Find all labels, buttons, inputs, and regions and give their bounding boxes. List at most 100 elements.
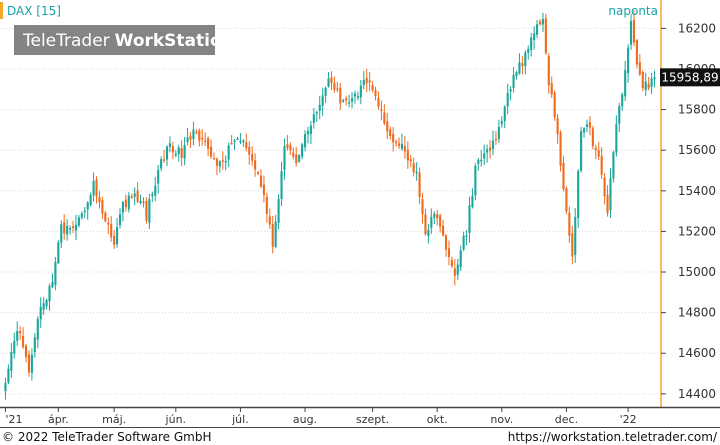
candle-body bbox=[306, 131, 310, 135]
candle-body bbox=[286, 144, 289, 148]
candle-body bbox=[259, 175, 263, 187]
candle-body bbox=[163, 159, 166, 161]
candle-body bbox=[353, 93, 357, 97]
candle-body bbox=[157, 169, 160, 184]
candle-body bbox=[638, 62, 641, 75]
candle-body bbox=[98, 196, 101, 203]
candle-body bbox=[433, 213, 436, 218]
title-accent-bar bbox=[0, 2, 3, 19]
candle-body bbox=[615, 124, 618, 153]
x-tick-label: '22 bbox=[620, 413, 637, 426]
candle-body bbox=[600, 156, 603, 175]
candle-body bbox=[86, 202, 89, 210]
candle-body bbox=[251, 154, 254, 161]
candle-body bbox=[553, 92, 556, 118]
candle-body bbox=[544, 18, 547, 53]
candle-body bbox=[571, 233, 574, 257]
candle-body bbox=[77, 217, 80, 226]
candle-body bbox=[618, 106, 621, 124]
candle-body bbox=[500, 121, 503, 125]
candle-body bbox=[7, 368, 10, 383]
candle-body bbox=[324, 87, 327, 96]
candle-body bbox=[321, 95, 324, 106]
candle-body bbox=[256, 172, 260, 174]
candle-body bbox=[227, 145, 230, 160]
candle-body bbox=[568, 212, 571, 236]
candle-body bbox=[342, 100, 345, 102]
candle-body bbox=[406, 149, 409, 161]
candle-body bbox=[491, 140, 495, 149]
candle-body bbox=[274, 221, 277, 248]
candle-body bbox=[57, 242, 60, 264]
candle-body bbox=[230, 142, 233, 145]
last-price-label: 15958,89 bbox=[661, 70, 718, 84]
candle-body bbox=[574, 217, 577, 256]
candle-body bbox=[509, 89, 512, 92]
candle-body bbox=[315, 112, 318, 114]
candle-body bbox=[389, 129, 392, 137]
candle-body bbox=[383, 112, 386, 124]
x-tick-label: szept. bbox=[356, 413, 389, 426]
candle-body bbox=[104, 212, 107, 222]
candle-body bbox=[66, 226, 69, 235]
candle-body bbox=[45, 300, 48, 307]
candle-body bbox=[280, 171, 283, 199]
candle-body bbox=[585, 124, 589, 127]
candle-body bbox=[186, 137, 189, 142]
candle-body bbox=[16, 330, 19, 341]
candle-body bbox=[151, 194, 154, 197]
candle-body bbox=[527, 48, 530, 53]
candle-body bbox=[459, 250, 462, 268]
candle-body bbox=[36, 318, 39, 340]
candle-body bbox=[447, 248, 451, 258]
x-tick-label: '21 bbox=[5, 413, 22, 426]
candle-body bbox=[480, 159, 483, 162]
candle-body bbox=[24, 345, 28, 358]
candle-body bbox=[4, 382, 7, 392]
candle-body bbox=[154, 185, 157, 196]
candle-body bbox=[635, 40, 638, 65]
candle-body bbox=[503, 106, 506, 122]
candle-body bbox=[582, 128, 586, 133]
candle-body bbox=[577, 171, 580, 219]
candle-body bbox=[518, 62, 521, 74]
candle-body bbox=[48, 286, 51, 302]
candle-body bbox=[530, 37, 533, 50]
candle-body bbox=[629, 21, 633, 45]
candle-body bbox=[430, 217, 433, 228]
candle-body bbox=[245, 142, 248, 149]
candlestick-series bbox=[4, 9, 656, 400]
candle-body bbox=[506, 93, 509, 107]
candle-body bbox=[439, 215, 442, 227]
candle-body bbox=[533, 33, 536, 41]
candle-body bbox=[63, 222, 66, 234]
candle-body bbox=[377, 98, 380, 107]
candle-body bbox=[336, 88, 339, 91]
candle-body bbox=[89, 194, 92, 205]
candle-body bbox=[594, 147, 597, 150]
candle-body bbox=[386, 121, 389, 132]
candle-body bbox=[348, 102, 351, 104]
candle-body bbox=[215, 158, 218, 166]
candle-body bbox=[212, 157, 216, 160]
candle-body bbox=[400, 143, 404, 149]
candle-body bbox=[591, 128, 594, 146]
candle-body bbox=[371, 85, 374, 91]
candle-body bbox=[436, 214, 439, 219]
candle-body bbox=[160, 159, 163, 169]
candle-body bbox=[653, 77, 656, 80]
candle-body bbox=[512, 74, 515, 88]
candle-body bbox=[69, 228, 72, 230]
candle-body bbox=[265, 197, 268, 214]
x-tick-label: aug. bbox=[293, 413, 317, 426]
x-tick-label: júl. bbox=[231, 413, 249, 426]
x-tick-label: okt. bbox=[427, 413, 448, 426]
candle-body bbox=[421, 199, 424, 215]
y-tick-label: 15400 bbox=[678, 184, 716, 198]
candle-body bbox=[124, 199, 127, 208]
x-tick-label: máj. bbox=[102, 413, 126, 426]
candle-body bbox=[83, 210, 86, 213]
candle-body bbox=[136, 190, 139, 202]
candle-body bbox=[42, 303, 45, 310]
